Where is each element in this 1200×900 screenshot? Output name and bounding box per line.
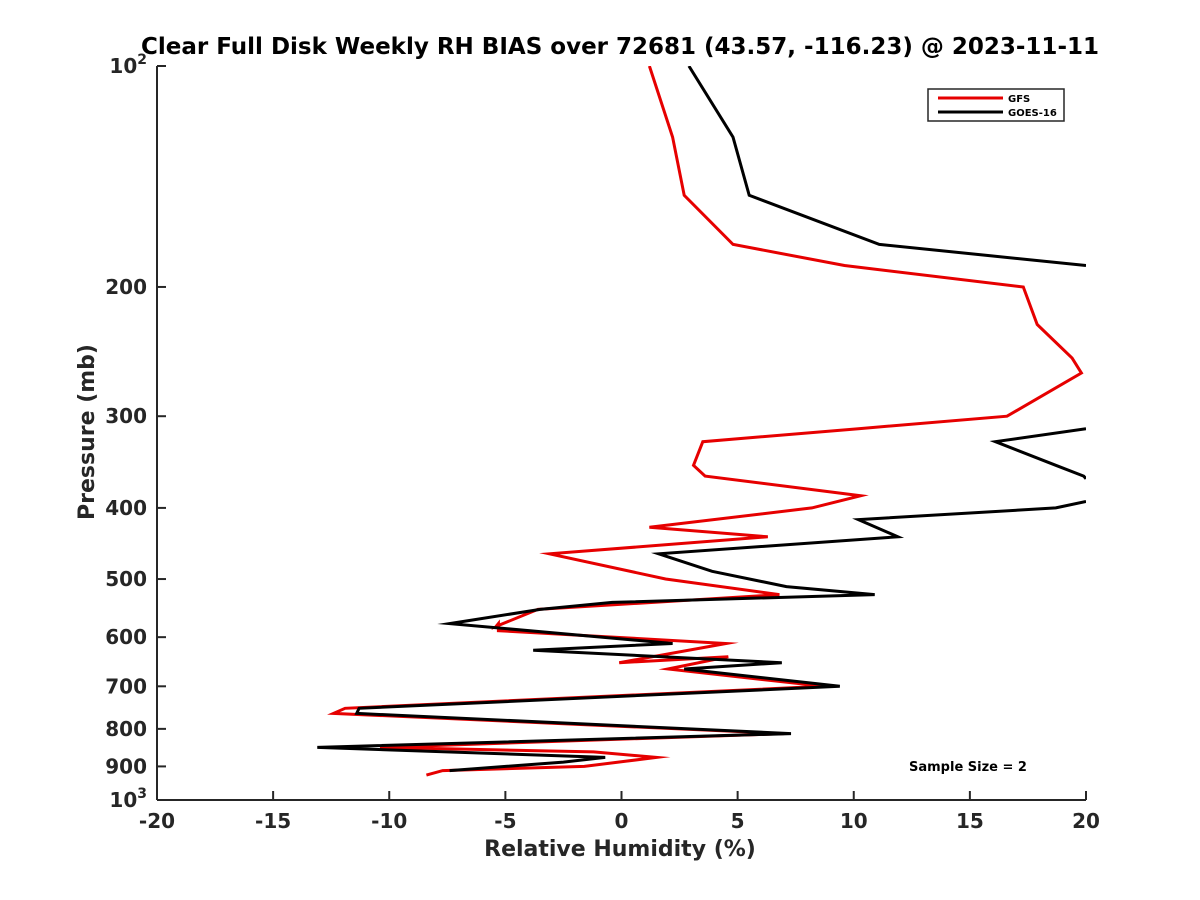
x-tick-label: 20 [1072, 809, 1100, 833]
x-tick-label: -5 [494, 809, 516, 833]
y-tick-label: 400 [105, 496, 147, 520]
y-tick-label: 103 [109, 786, 147, 812]
legend-label-goes-16: GOES-16 [1008, 108, 1057, 119]
y-tick-label: 500 [105, 567, 147, 591]
x-tick-label: -10 [371, 809, 407, 833]
series-goes-16-line-3 [317, 500, 1086, 773]
x-tick-label: 15 [956, 809, 984, 833]
legend-box [927, 88, 1065, 122]
x-tick-label: 10 [840, 809, 868, 833]
legend-label-gfs: GFS [1008, 94, 1030, 105]
y-tick-label: 300 [105, 404, 147, 428]
y-tick-label: 102 [109, 52, 147, 78]
series-goes-16-line-1 [687, 66, 1086, 267]
y-tick-label-exponent: 2 [137, 52, 147, 68]
y-tick-label: 800 [105, 717, 147, 741]
x-tick-label: -20 [139, 809, 175, 833]
y-tick-label: 600 [105, 625, 147, 649]
x-tick-label: 0 [615, 809, 629, 833]
chart-title: Clear Full Disk Weekly RH BIAS over 7268… [141, 34, 1099, 60]
series-goes-16-line-2 [989, 427, 1086, 480]
y-tick-label-base: 10 [109, 54, 137, 78]
y-tick-label-base: 10 [109, 788, 137, 812]
y-tick-label: 200 [105, 275, 147, 299]
y-tick-label: 900 [105, 754, 147, 778]
y-axis-label: Pressure (mb) [75, 344, 100, 520]
legend: GFS GOES-16 [927, 88, 1065, 122]
series-group [317, 66, 1086, 777]
plot-area: -20 -15 -10 -5 0 5 10 15 20102200300400500600700… [105, 52, 1100, 833]
y-tick-label: 700 [105, 674, 147, 698]
x-tick-label: -15 [255, 809, 291, 833]
x-tick-label: 5 [731, 809, 745, 833]
x-axis-label: Relative Humidity (%) [484, 837, 756, 862]
y-tick-label-exponent: 3 [137, 786, 147, 802]
sample-size-annotation: Sample Size = 2 [909, 760, 1027, 775]
